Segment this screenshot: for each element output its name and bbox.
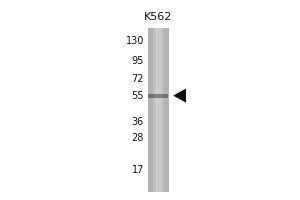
Text: K562: K562 — [144, 12, 172, 22]
Text: 17: 17 — [132, 165, 144, 175]
Text: 95: 95 — [132, 56, 144, 66]
Text: 72: 72 — [131, 74, 144, 84]
Text: 36: 36 — [132, 117, 144, 127]
Text: 28: 28 — [132, 133, 144, 143]
Text: 55: 55 — [131, 91, 144, 101]
Text: 130: 130 — [126, 36, 144, 46]
